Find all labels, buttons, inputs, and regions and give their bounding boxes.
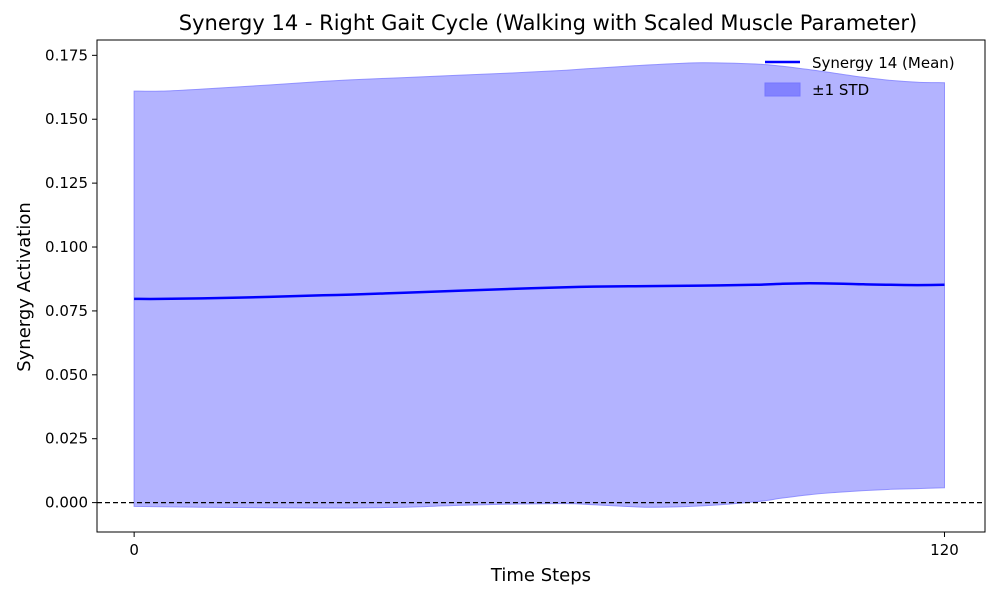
y-tick-label: 0.075 xyxy=(45,302,88,320)
x-tick-label: 0 xyxy=(129,541,139,559)
y-tick-label: 0.000 xyxy=(45,494,88,512)
mean-line xyxy=(134,282,945,301)
chart-title: Synergy 14 - Right Gait Cycle (Walking w… xyxy=(179,11,917,35)
x-axis-title: Time Steps xyxy=(490,565,591,586)
y-tick-label: 0.150 xyxy=(45,110,88,128)
x-axis: 0 120 xyxy=(129,532,959,559)
legend: Synergy 14 (Mean) ±1 STD xyxy=(764,54,955,99)
y-tick-label: 0.050 xyxy=(45,366,88,384)
legend-mean-label: Synergy 14 (Mean) xyxy=(812,54,955,72)
y-tick-label: 0.125 xyxy=(45,174,88,192)
x-tick-label: 120 xyxy=(930,541,959,559)
plot-area xyxy=(96,39,986,533)
std-band xyxy=(133,62,945,509)
legend-std-swatch xyxy=(764,82,801,97)
legend-std-label: ±1 STD xyxy=(812,81,869,99)
y-tick-label: 0.175 xyxy=(45,46,88,64)
y-tick-label: 0.100 xyxy=(45,238,88,256)
y-axis-title: Synergy Activation xyxy=(14,202,35,372)
y-tick-label: 0.025 xyxy=(45,430,88,448)
plot-frame xyxy=(96,39,986,533)
y-axis: 0.000 0.025 0.050 0.075 0.100 0.125 0.150 0.175 xyxy=(45,46,97,512)
